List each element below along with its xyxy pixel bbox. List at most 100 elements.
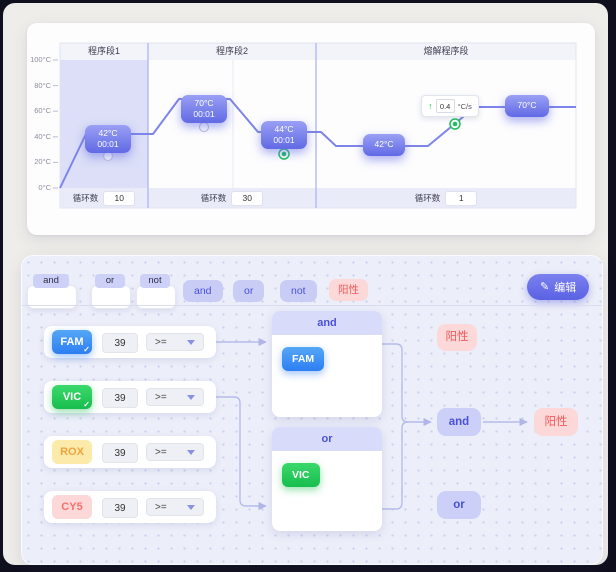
- group-box-or[interactable]: or VIC: [272, 427, 382, 531]
- group-header: and: [272, 311, 382, 335]
- check-icon: ✓: [83, 400, 90, 409]
- step-node-3[interactable]: 44°C 00:01: [261, 121, 307, 149]
- channel-badge-vic[interactable]: VIC ✓: [52, 385, 92, 409]
- step-node-2[interactable]: 70°C 00:01: [181, 95, 227, 123]
- template-label: or: [95, 274, 125, 288]
- template-label: and: [33, 274, 69, 288]
- flow-result-top[interactable]: 阳性: [437, 324, 477, 351]
- chevron-down-icon: [187, 339, 195, 345]
- operator-value: >=: [155, 391, 167, 403]
- operator-value: >=: [155, 446, 167, 458]
- channel-row-fam: FAM ✓ >=: [44, 326, 216, 358]
- section-title-3: 熔解程序段: [423, 46, 469, 56]
- threshold-input[interactable]: [102, 388, 138, 408]
- chevron-down-icon: [187, 394, 195, 400]
- threshold-input[interactable]: [102, 333, 138, 353]
- y-axis-label: 20°C: [34, 157, 51, 167]
- template-node-and[interactable]: and: [27, 274, 77, 309]
- step-temp: 42°C: [98, 127, 118, 138]
- section-title-2: 程序段2: [215, 46, 248, 56]
- channel-badge-cy5[interactable]: CY5: [52, 495, 92, 519]
- channel-row-rox: ROX >=: [44, 436, 216, 468]
- ramp-rate-input[interactable]: [435, 99, 455, 113]
- thermal-program-panel: 100°C 80°C 60°C 40°C 20°C 0°C 程序段1 程序段2 …: [27, 23, 595, 235]
- operator-select[interactable]: >=: [146, 498, 204, 516]
- operator-select[interactable]: >=: [146, 443, 204, 461]
- section1-highlight: [60, 60, 148, 188]
- group-header: or: [272, 427, 382, 451]
- connector-vic-to-or: [216, 396, 267, 511]
- chart-border: [59, 42, 577, 209]
- edit-pen-icon: ✎: [540, 280, 550, 293]
- step-node-1[interactable]: 42°C 00:01: [85, 125, 131, 153]
- edit-button[interactable]: ✎ 编辑: [527, 274, 590, 300]
- step-temp: 70°C: [517, 100, 537, 111]
- ramp-rate-unit: °C/s: [457, 101, 472, 111]
- channel-badge-rox[interactable]: ROX: [52, 440, 92, 464]
- channel-name: CY5: [61, 501, 83, 513]
- step-temp: 70°C: [194, 97, 214, 108]
- chip-or[interactable]: or: [233, 280, 265, 302]
- connector-orbox-out: [382, 421, 409, 510]
- flow-operator-and[interactable]: and: [437, 408, 481, 436]
- step-temp: 42°C: [374, 139, 394, 150]
- y-axis-label: 100°C: [30, 55, 51, 64]
- chevron-down-icon: [187, 449, 195, 455]
- group-member-vic[interactable]: VIC: [282, 463, 320, 487]
- cycles-group-1: 循环数: [60, 188, 148, 208]
- connector-andbox-out: [382, 343, 409, 423]
- section-title-1: 程序段1: [87, 46, 120, 56]
- y-axis-label: 60°C: [34, 106, 51, 116]
- channel-name: VIC: [62, 391, 82, 403]
- toolbar-divider: [22, 305, 602, 306]
- channel-row-vic: VIC ✓ >=: [44, 381, 216, 413]
- step-time: 00:01: [193, 109, 215, 119]
- cycles-group-3: 循环数: [316, 188, 576, 208]
- y-axis-ticks: [53, 59, 58, 189]
- chip-not[interactable]: not: [280, 280, 317, 302]
- template-node-not[interactable]: not: [136, 274, 176, 309]
- cycles-group-2: 循环数: [148, 188, 316, 208]
- chip-positive[interactable]: 阳性: [329, 279, 368, 301]
- threshold-input[interactable]: [102, 443, 138, 463]
- group-box-and[interactable]: and FAM: [272, 311, 382, 417]
- y-axis-label: 40°C: [34, 131, 51, 141]
- app-background: 100°C 80°C 60°C 40°C 20°C 0°C 程序段1 程序段2 …: [3, 3, 608, 565]
- chip-and[interactable]: and: [183, 280, 223, 302]
- operator-select[interactable]: >=: [146, 388, 204, 406]
- cycles-label: 循环数: [200, 193, 227, 203]
- chevron-down-icon: [187, 504, 195, 510]
- operator-value: >=: [155, 336, 167, 348]
- flow-result-mid[interactable]: 阳性: [534, 408, 578, 436]
- step-temp: 44°C: [274, 123, 294, 134]
- flow-operator-or[interactable]: or: [437, 491, 481, 519]
- operator-value: >=: [155, 501, 167, 513]
- channel-row-cy5: CY5 >=: [44, 491, 216, 523]
- step-radio-selected[interactable]: [449, 118, 461, 130]
- ramp-rate-tooltip: ↑ °C/s: [421, 95, 479, 117]
- y-axis-label: 80°C: [34, 80, 51, 90]
- cycles-input[interactable]: [445, 190, 478, 206]
- step-time: 00:01: [97, 139, 119, 149]
- channel-name: ROX: [60, 446, 84, 458]
- check-icon: ✓: [83, 345, 90, 354]
- step-radio-selected[interactable]: [278, 148, 290, 160]
- threshold-input[interactable]: [102, 498, 138, 518]
- template-label: not: [140, 274, 170, 288]
- section-header-band: [60, 43, 576, 60]
- cycles-input[interactable]: [103, 190, 136, 206]
- template-node-or[interactable]: or: [91, 274, 131, 309]
- cycles-input[interactable]: [231, 190, 264, 206]
- operator-select[interactable]: >=: [146, 333, 204, 351]
- step-node-5[interactable]: 70°C: [505, 95, 549, 117]
- group-member-fam[interactable]: FAM: [282, 347, 325, 371]
- y-axis-label: 0°C: [38, 183, 51, 192]
- step-node-4[interactable]: 42°C: [363, 134, 405, 156]
- edit-button-label: 编辑: [554, 282, 577, 294]
- channel-name: FAM: [60, 336, 84, 348]
- ramp-up-icon: ↑: [428, 100, 433, 111]
- step-time: 00:01: [273, 135, 295, 145]
- step-radio-unselected[interactable]: [198, 121, 210, 133]
- cycles-label: 循环数: [414, 193, 441, 203]
- channel-badge-fam[interactable]: FAM ✓: [52, 330, 92, 354]
